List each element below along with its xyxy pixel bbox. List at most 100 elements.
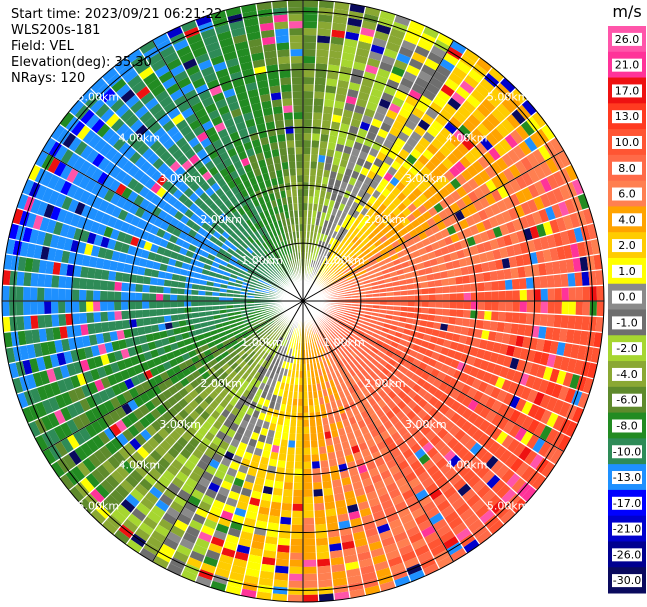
velocity-gate xyxy=(73,264,82,278)
velocity-gate xyxy=(254,355,262,364)
velocity-gate xyxy=(347,207,356,217)
velocity-gate xyxy=(352,227,361,236)
velocity-gate xyxy=(144,134,158,148)
velocity-gate xyxy=(202,34,219,47)
velocity-gate xyxy=(236,544,251,555)
velocity-gate xyxy=(398,107,412,120)
velocity-gate xyxy=(19,241,30,258)
velocity-gate xyxy=(505,220,516,234)
velocity-gate xyxy=(494,258,504,271)
velocity-gate xyxy=(456,292,464,301)
velocity-gate xyxy=(90,167,104,182)
velocity-gate xyxy=(268,264,275,272)
velocity-gate xyxy=(346,161,356,171)
velocity-gate xyxy=(228,370,238,379)
velocity-gate xyxy=(153,480,168,494)
velocity-gate xyxy=(94,322,103,334)
velocity-gate xyxy=(271,349,278,358)
velocity-gate xyxy=(240,134,252,145)
velocity-gate xyxy=(417,119,431,132)
velocity-gate xyxy=(324,155,334,165)
velocity-gate xyxy=(325,343,331,351)
velocity-gate xyxy=(496,321,505,333)
velocity-gate xyxy=(206,240,215,249)
velocity-gate xyxy=(342,246,350,255)
velocity-gate xyxy=(350,147,361,158)
velocity-gate xyxy=(373,239,383,248)
velocity-gate xyxy=(177,100,191,114)
velocity-gate xyxy=(227,64,242,75)
velocity-gate xyxy=(560,314,569,329)
velocity-gate xyxy=(192,125,205,137)
velocity-gate xyxy=(103,189,116,203)
velocity-gate xyxy=(450,547,467,562)
velocity-gate xyxy=(181,483,195,495)
velocity-gate xyxy=(292,391,299,399)
velocity-gate xyxy=(30,198,42,215)
velocity-gate xyxy=(41,398,54,415)
velocity-gate xyxy=(355,332,364,340)
velocity-gate xyxy=(131,137,145,152)
velocity-gate xyxy=(408,20,426,33)
velocity-gate xyxy=(440,245,450,256)
velocity-gate xyxy=(482,436,496,451)
velocity-gate xyxy=(242,111,255,122)
velocity-gate xyxy=(379,446,391,457)
velocity-gate xyxy=(318,263,324,271)
velocity-gate xyxy=(328,229,335,238)
velocity-gate xyxy=(337,129,349,139)
velocity-gate xyxy=(293,482,303,490)
velocity-gate xyxy=(324,437,334,447)
velocity-gate xyxy=(553,314,562,329)
velocity-gate xyxy=(552,170,566,188)
velocity-gate xyxy=(234,448,246,458)
velocity-gate xyxy=(348,377,357,386)
velocity-gate xyxy=(475,272,484,283)
velocity-gate xyxy=(251,320,260,327)
velocity-gate xyxy=(540,124,556,141)
velocity-gate xyxy=(220,510,234,521)
velocity-gate xyxy=(129,355,140,367)
velocity-gate xyxy=(318,197,325,206)
velocity-gate xyxy=(135,283,143,293)
velocity-gate xyxy=(444,121,458,135)
velocity-gate xyxy=(186,556,203,569)
velocity-gate xyxy=(263,250,271,258)
velocity-gate xyxy=(398,544,414,556)
velocity-gate xyxy=(232,114,245,125)
velocity-gate xyxy=(570,343,580,360)
velocity-gate xyxy=(248,254,257,262)
velocity-gate xyxy=(191,142,204,154)
velocity-gate xyxy=(261,556,276,566)
velocity-gate xyxy=(179,51,195,64)
velocity-gate xyxy=(413,431,425,443)
velocity-gate xyxy=(123,377,135,390)
velocity-gate xyxy=(120,498,136,514)
velocity-gate xyxy=(448,213,459,225)
velocity-gate xyxy=(100,108,115,123)
velocity-gate xyxy=(434,314,443,323)
velocity-gate xyxy=(492,248,502,261)
velocity-gate xyxy=(162,167,175,180)
velocity-gate xyxy=(273,480,284,489)
velocity-gate xyxy=(122,518,139,534)
velocity-gate xyxy=(163,344,173,354)
velocity-gate xyxy=(84,163,98,179)
velocity-gate xyxy=(85,193,98,207)
velocity-gate xyxy=(332,577,348,587)
velocity-gate xyxy=(499,508,516,525)
velocity-gate xyxy=(156,346,166,357)
velocity-gate xyxy=(348,280,357,286)
velocity-gate xyxy=(522,253,532,266)
velocity-gate xyxy=(251,251,259,259)
velocity-gate xyxy=(521,171,534,187)
velocity-gate xyxy=(146,152,160,166)
velocity-gate xyxy=(40,341,50,357)
velocity-gate xyxy=(379,10,396,22)
velocity-gate xyxy=(177,294,185,301)
velocity-gate xyxy=(521,415,534,431)
velocity-gate xyxy=(345,249,353,257)
velocity-gate xyxy=(146,52,163,67)
velocity-gate xyxy=(338,359,345,368)
velocity-gate xyxy=(331,276,339,282)
